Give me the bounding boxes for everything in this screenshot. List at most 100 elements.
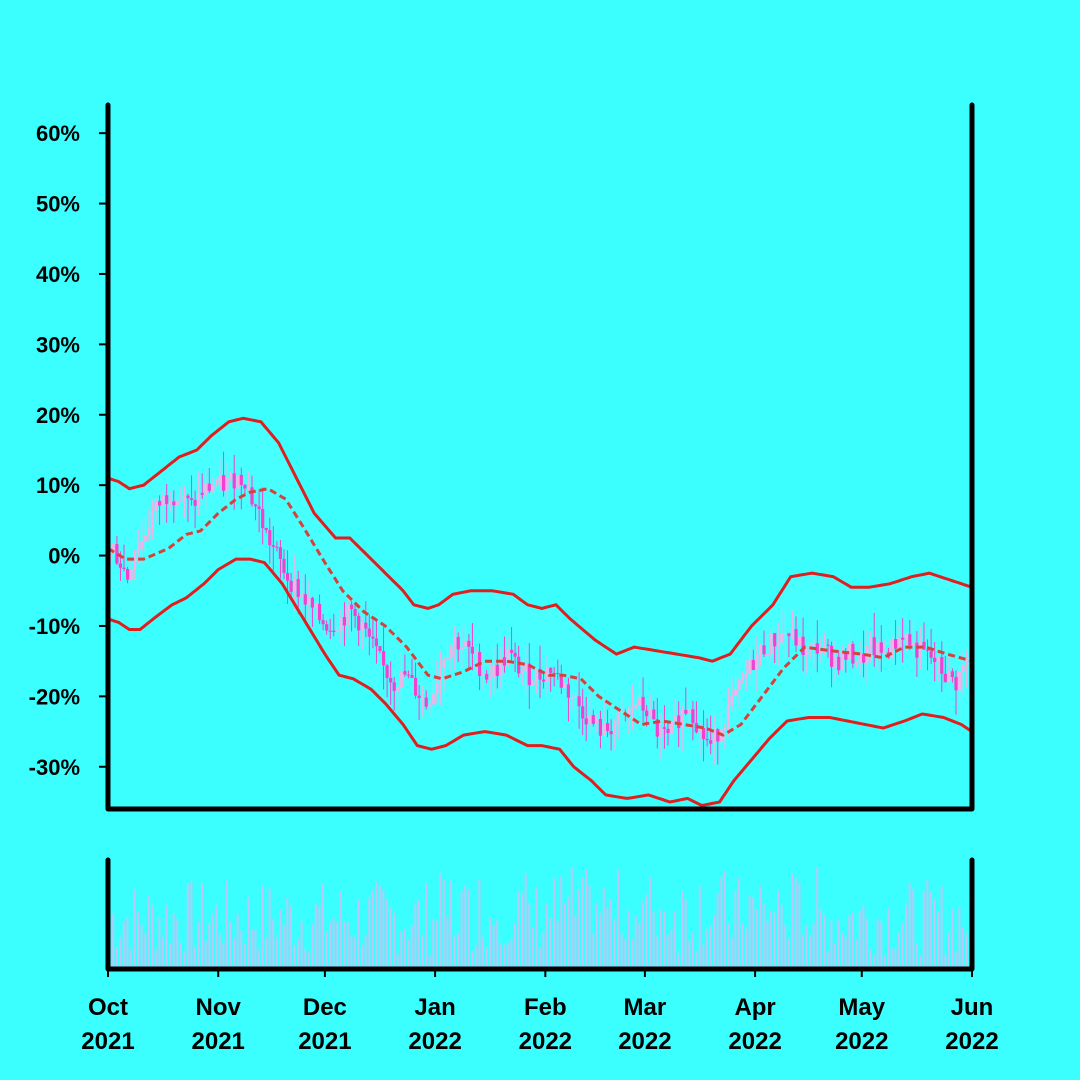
candle-body [918, 641, 922, 658]
candle-body [606, 723, 610, 731]
volume-bar [272, 920, 275, 969]
candle-body [239, 474, 243, 485]
candle-body [140, 541, 144, 549]
volume-bar [481, 936, 484, 969]
volume-bar [606, 907, 609, 969]
candle-body [712, 729, 716, 744]
candle-body [335, 630, 339, 632]
volume-bar [553, 878, 555, 969]
candle-body [897, 637, 901, 649]
candle-body [837, 656, 841, 671]
volume-bar [577, 889, 580, 969]
volume-bar [602, 888, 605, 969]
candle-body [926, 649, 930, 651]
volume-bar [759, 886, 762, 969]
volume-bar [208, 923, 211, 969]
candle-body [826, 644, 830, 646]
volume-bar [801, 934, 804, 969]
volume-bar [378, 885, 381, 969]
candle-body [549, 668, 553, 673]
candle-body [858, 653, 862, 663]
volume-bar [812, 923, 815, 969]
candle-body [687, 709, 691, 714]
candle-body [389, 677, 393, 683]
candle-body [566, 684, 570, 698]
candle-body [154, 500, 158, 511]
candle-body [275, 546, 279, 548]
volume-bar [361, 945, 363, 969]
volume-bar [457, 932, 459, 969]
volume-bar [265, 937, 267, 969]
volume-bar [617, 869, 619, 969]
candle-body [602, 723, 606, 736]
volume-bar [951, 909, 954, 969]
y-tick-label: 20% [36, 403, 80, 428]
candle-body [556, 673, 560, 674]
candle-body [563, 684, 567, 688]
volume-bar [325, 931, 328, 969]
volume-bar [659, 909, 662, 969]
volume-bar [574, 916, 577, 969]
volume-bar [321, 883, 324, 969]
volume-bar [400, 931, 403, 969]
volume-bar [233, 938, 235, 969]
volume-bar [588, 885, 591, 969]
x-tick-month: Apr [734, 994, 775, 1021]
candle-body [534, 669, 538, 683]
y-tick-label: 30% [36, 332, 80, 357]
volume-bar [186, 884, 189, 969]
volume-bar [645, 894, 648, 969]
volume-bar [944, 954, 947, 969]
volume-bar [311, 924, 314, 969]
candle-body [431, 694, 435, 705]
candle-body [346, 604, 350, 626]
volume-bar [912, 889, 915, 969]
candle-body [716, 729, 720, 742]
volume-bar [126, 917, 129, 969]
volume-bar [286, 898, 289, 969]
candle-body [232, 473, 236, 489]
volume-bar [169, 943, 171, 969]
candle-body [801, 636, 805, 655]
volume-bar [922, 891, 925, 969]
candle-body [481, 673, 485, 676]
volume-bar [254, 929, 257, 969]
candle-body [662, 727, 666, 729]
candle-body [734, 689, 738, 696]
candle-body [406, 674, 410, 676]
volume-bar [393, 913, 395, 969]
candle-body [787, 633, 791, 637]
volume-bar [681, 891, 683, 969]
candle-body [374, 638, 378, 647]
volume-bar [218, 934, 221, 969]
candle-body [172, 501, 176, 506]
volume-bar [464, 885, 467, 969]
candle-body [883, 652, 887, 654]
candle-body [648, 709, 652, 717]
candle-body [399, 671, 403, 688]
volume-bar [243, 944, 246, 969]
candle-body [616, 712, 620, 725]
candle-body [684, 709, 688, 714]
volume-bar [222, 942, 225, 969]
volume-bar [261, 885, 264, 969]
volume-bar [599, 913, 602, 969]
candle-body [342, 617, 346, 626]
candle-body [947, 671, 951, 683]
volume-bar [641, 901, 644, 969]
candle-body [933, 657, 937, 662]
candle-body [165, 495, 169, 505]
candle-body [264, 528, 268, 531]
volume-bar [268, 888, 271, 969]
volume-bar [915, 943, 918, 969]
volume-bar [478, 878, 481, 969]
candle-body [879, 642, 883, 653]
candle-body [609, 731, 613, 735]
candle-body [844, 651, 848, 660]
candle-body [446, 658, 450, 661]
candle-body [268, 530, 272, 546]
candle-body [236, 474, 240, 489]
candle-body [186, 495, 190, 499]
volume-bar [119, 937, 122, 969]
x-tick-year: 2022 [835, 1028, 888, 1055]
